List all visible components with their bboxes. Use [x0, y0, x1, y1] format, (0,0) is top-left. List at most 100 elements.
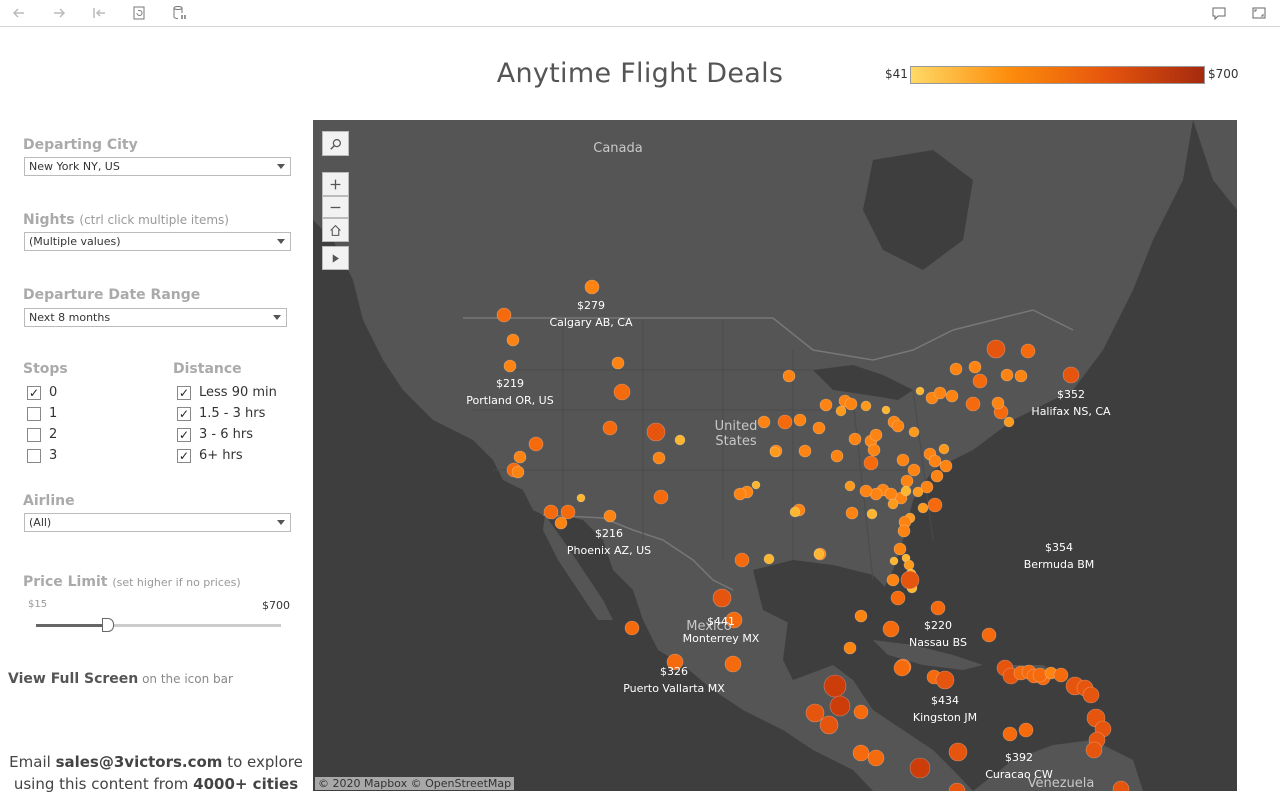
- deal-marker[interactable]: [853, 704, 869, 720]
- zoom-out-button[interactable]: [322, 196, 349, 218]
- deal-marker[interactable]: [972, 373, 988, 389]
- deal-marker[interactable]: [927, 497, 943, 513]
- deal-marker[interactable]: [852, 744, 870, 762]
- airline-dropdown[interactable]: (All): [24, 513, 291, 532]
- deal-marker[interactable]: [900, 570, 920, 590]
- deal-marker[interactable]: [835, 405, 847, 417]
- deal-marker[interactable]: [1020, 343, 1036, 359]
- deal-marker[interactable]: [789, 506, 801, 518]
- deal-marker[interactable]: [1053, 667, 1069, 683]
- deal-marker[interactable]: [863, 455, 879, 471]
- reset-map-button[interactable]: [322, 218, 349, 242]
- deal-marker[interactable]: [948, 742, 968, 762]
- deal-marker[interactable]: [935, 670, 955, 690]
- deal-marker[interactable]: [889, 556, 899, 566]
- deal-marker[interactable]: [496, 307, 512, 323]
- deal-marker[interactable]: [843, 641, 857, 655]
- deal-marker[interactable]: [900, 474, 914, 488]
- deal-marker[interactable]: [506, 333, 520, 347]
- deal-marker[interactable]: [554, 516, 568, 530]
- skip-to-start-icon[interactable]: [88, 3, 110, 23]
- deal-marker[interactable]: [613, 383, 631, 401]
- fullscreen-icon[interactable]: [1248, 3, 1270, 23]
- deal-marker[interactable]: [945, 389, 959, 403]
- deal-marker[interactable]: [908, 426, 920, 438]
- deal-marker[interactable]: [1002, 726, 1018, 742]
- checkbox-checked-icon[interactable]: ✓: [177, 448, 191, 463]
- deal-marker[interactable]: [511, 465, 525, 479]
- deal-marker[interactable]: [903, 559, 915, 571]
- deal-marker[interactable]: [890, 590, 906, 606]
- deal-marker[interactable]: [917, 502, 929, 514]
- deal-marker[interactable]: [844, 397, 858, 411]
- deal-marker[interactable]: [576, 493, 586, 503]
- deal-marker[interactable]: [981, 627, 997, 643]
- deal-marker[interactable]: [793, 413, 807, 427]
- deal-marker[interactable]: [909, 757, 931, 779]
- deal-marker[interactable]: [881, 405, 891, 415]
- deal-marker[interactable]: [900, 485, 912, 497]
- checkbox-unchecked-icon[interactable]: [27, 448, 41, 463]
- deal-marker[interactable]: [733, 487, 747, 501]
- deal-marker[interactable]: [646, 422, 666, 442]
- deal-marker[interactable]: [652, 451, 666, 465]
- deal-marker[interactable]: [907, 463, 921, 477]
- map-search-button[interactable]: [322, 131, 349, 156]
- deal-marker[interactable]: [823, 674, 847, 698]
- deal-marker[interactable]: [844, 480, 856, 492]
- stops-option[interactable]: ✓ 0: [27, 385, 57, 400]
- deal-marker[interactable]: [968, 360, 982, 374]
- deal-marker[interactable]: [928, 454, 942, 468]
- deal-marker[interactable]: [777, 414, 793, 430]
- deal-marker[interactable]: [603, 509, 617, 523]
- deal-marker[interactable]: [845, 506, 859, 520]
- deal-marker[interactable]: [734, 552, 750, 568]
- deal-marker[interactable]: [1112, 780, 1130, 791]
- deal-marker[interactable]: [1018, 722, 1034, 738]
- deal-marker[interactable]: [930, 469, 944, 483]
- deal-marker[interactable]: [886, 573, 900, 587]
- checkbox-unchecked-icon[interactable]: [27, 406, 41, 421]
- deal-marker[interactable]: [829, 695, 851, 717]
- deal-marker[interactable]: [769, 446, 781, 458]
- deal-marker[interactable]: [805, 703, 825, 723]
- deal-marker[interactable]: [1085, 741, 1103, 759]
- deal-marker[interactable]: [812, 421, 826, 435]
- deal-marker[interactable]: [893, 542, 907, 556]
- deal-marker[interactable]: [602, 420, 618, 436]
- checkbox-checked-icon[interactable]: ✓: [177, 427, 191, 442]
- distance-option[interactable]: ✓ 1.5 - 3 hrs: [177, 406, 265, 421]
- deal-marker[interactable]: [819, 398, 833, 412]
- deal-marker[interactable]: [1003, 416, 1015, 428]
- deal-marker[interactable]: [725, 611, 743, 629]
- distance-option[interactable]: ✓ Less 90 min: [177, 385, 277, 400]
- deal-marker[interactable]: [930, 600, 946, 616]
- deal-marker[interactable]: [938, 443, 950, 455]
- forward-arrow-icon[interactable]: [48, 3, 70, 23]
- deal-marker[interactable]: [757, 415, 771, 429]
- checkbox-checked-icon[interactable]: ✓: [177, 406, 191, 421]
- deal-marker[interactable]: [948, 782, 966, 791]
- deal-marker[interactable]: [854, 609, 868, 623]
- stops-option[interactable]: 3: [27, 448, 57, 463]
- deal-marker[interactable]: [798, 444, 812, 458]
- checkbox-checked-icon[interactable]: ✓: [177, 385, 191, 400]
- date-range-dropdown[interactable]: Next 8 months: [24, 308, 287, 327]
- deal-marker[interactable]: [751, 480, 761, 490]
- deal-marker[interactable]: [867, 443, 881, 457]
- deal-marker[interactable]: [813, 548, 825, 560]
- deal-marker[interactable]: [624, 620, 640, 636]
- deal-marker[interactable]: [912, 486, 924, 498]
- deal-marker[interactable]: [991, 396, 1005, 410]
- deal-marker[interactable]: [896, 453, 910, 467]
- deal-marker[interactable]: [891, 419, 905, 433]
- deal-marker[interactable]: [860, 400, 872, 412]
- deal-marker[interactable]: [611, 356, 625, 370]
- deal-marker[interactable]: [887, 498, 899, 510]
- deal-marker[interactable]: [666, 653, 684, 671]
- deal-marker[interactable]: [653, 489, 669, 505]
- back-arrow-icon[interactable]: [8, 3, 30, 23]
- stops-option[interactable]: 2: [27, 427, 57, 442]
- deal-marker[interactable]: [782, 369, 796, 383]
- deal-marker[interactable]: [528, 436, 544, 452]
